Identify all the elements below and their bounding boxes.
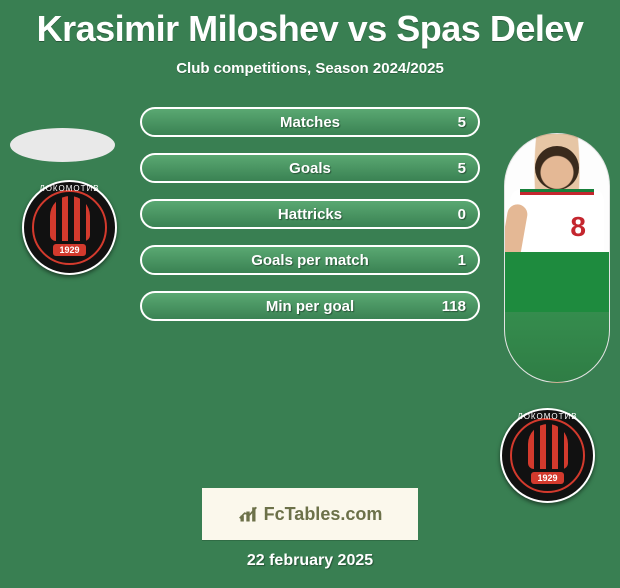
stat-row: Hattricks 0: [140, 199, 480, 229]
jersey-number: 8: [570, 211, 586, 243]
stat-value-right: 118: [442, 298, 466, 315]
branding-badge: FcTables.com: [202, 488, 418, 540]
player-left-placeholder: [10, 128, 115, 162]
stat-value-right: 0: [458, 206, 466, 223]
stat-value-right: 5: [458, 160, 466, 177]
bars-icon: [238, 504, 258, 524]
player-right-photo: 8: [504, 133, 610, 383]
club-badge-right: ЛОКОМОТИВ 1929: [500, 408, 595, 503]
badge-arc-text: ЛОКОМОТИВ: [502, 412, 593, 421]
stat-value-right: 5: [458, 114, 466, 131]
page-title: Krasimir Miloshev vs Spas Delev: [0, 8, 620, 50]
stat-label: Goals per match: [251, 252, 369, 269]
stat-label: Matches: [280, 114, 340, 131]
stat-row: Goals 5: [140, 153, 480, 183]
badge-ring: [510, 418, 585, 493]
subtitle: Club competitions, Season 2024/2025: [0, 60, 620, 77]
stat-row: Min per goal 118: [140, 291, 480, 321]
stat-label: Goals: [289, 160, 331, 177]
stat-row: Matches 5: [140, 107, 480, 137]
badge-arc-text: ЛОКОМОТИВ: [24, 184, 115, 193]
footer-date: 22 february 2025: [0, 552, 620, 570]
stat-label: Min per goal: [266, 298, 354, 315]
badge-ring: [32, 190, 107, 265]
club-badge-left: ЛОКОМОТИВ 1929: [22, 180, 117, 275]
stats-list: Matches 5 Goals 5 Hattricks 0 Goals per …: [140, 107, 480, 321]
stat-value-right: 1: [458, 252, 466, 269]
stat-label: Hattricks: [278, 206, 342, 223]
stat-row: Goals per match 1: [140, 245, 480, 275]
branding-text: FcTables.com: [264, 504, 383, 525]
jersey-collar-stripe: [520, 189, 594, 195]
